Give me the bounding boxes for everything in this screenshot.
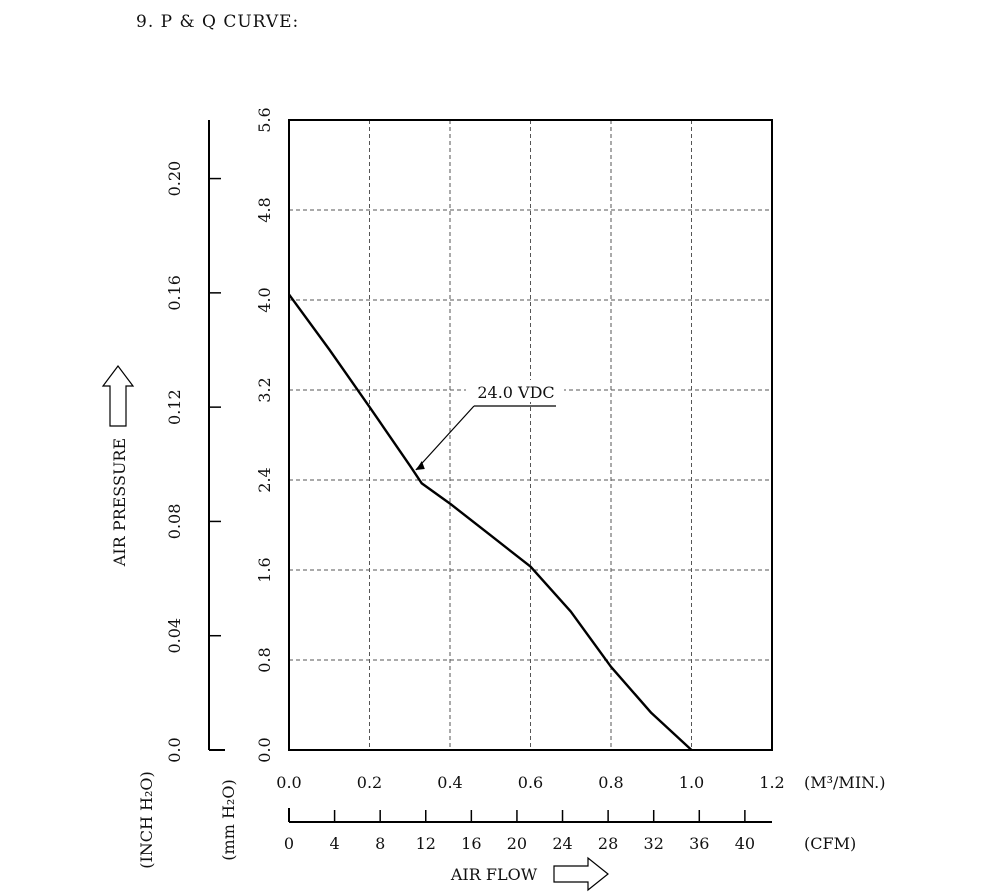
- grid-lines: [289, 120, 772, 750]
- mm-tick-label: 5.6: [255, 107, 274, 132]
- mm-h2o-axis: 0.0 0.8 1.6 2.4 3.2 4.0 4.8 5.6: [255, 107, 274, 762]
- cms-tick-label: 0.2: [357, 773, 382, 792]
- cms-tick-label: 0.8: [598, 773, 623, 792]
- inch-tick-label: 0.12: [165, 389, 184, 425]
- cfm-tick-label: 32: [644, 834, 664, 853]
- inch-tick-label: 0.0: [165, 737, 184, 762]
- mm-unit-label: (mm H₂O): [219, 779, 238, 860]
- series-label-24vdc: 24.0 VDC: [477, 383, 554, 402]
- mm-tick-label: 4.8: [255, 197, 274, 222]
- inch-tick-label: 0.04: [165, 618, 184, 654]
- callout-arrowhead: [415, 461, 425, 470]
- plot-frame: [288, 119, 773, 751]
- series-layer: 24.0 VDC: [288, 293, 693, 751]
- cfm-tick-label: 40: [735, 834, 755, 853]
- y-axis-title: AIR PRESSURE: [110, 438, 129, 567]
- cfm-tick-label: 8: [375, 834, 385, 853]
- cfm-tick-label: 28: [598, 834, 618, 853]
- callout-label-backdrop: [466, 380, 564, 402]
- cfm-tick-label: 0: [284, 834, 294, 853]
- cfm-axis: 0 4 8 12 16 20 24 28 32 36 40: [284, 808, 772, 853]
- cfm-tick-label: 24: [552, 834, 572, 853]
- inch-tick-label: 0.20: [165, 161, 184, 197]
- mm-tick-label: 0.8: [255, 647, 274, 672]
- mm-tick-label: 0.0: [255, 737, 274, 762]
- inch-h2o-axis: 0.0 0.04 0.08 0.12 0.16 0.20: [165, 120, 225, 763]
- axis-labels: (M³/MIN.) (CFM) (INCH H₂O) (mm H₂O) AIR PRES…: [101, 365, 885, 892]
- cms-unit-label: (M³/MIN.): [804, 773, 885, 792]
- cfm-tick-label: 12: [416, 834, 436, 853]
- cms-axis: 0.0 0.2 0.4 0.6 0.8 1.0 1.2: [276, 773, 784, 792]
- cfm-tick-label: 36: [689, 834, 709, 853]
- series-line-24vdc: [288, 293, 693, 751]
- callout-leader: [415, 405, 475, 471]
- cms-tick-label: 1.0: [679, 773, 704, 792]
- page-heading: 9. P & Q CURVE:: [136, 12, 300, 32]
- mm-tick-label: 1.6: [255, 557, 274, 582]
- mm-tick-label: 2.4: [255, 467, 274, 492]
- x-axis-title: AIR FLOW: [450, 865, 538, 884]
- cfm-unit-label: (CFM): [804, 834, 856, 853]
- cms-tick-label: 0.0: [276, 773, 301, 792]
- up-arrow-icon: [101, 365, 135, 427]
- cfm-tick-label: 4: [329, 834, 339, 853]
- mm-tick-label: 4.0: [255, 287, 274, 312]
- cfm-tick-label: 16: [461, 834, 481, 853]
- inch-unit-label: (INCH H₂O): [137, 771, 156, 869]
- inch-tick-label: 0.16: [165, 275, 184, 311]
- inch-tick-label: 0.08: [165, 504, 184, 540]
- cms-tick-label: 1.2: [759, 773, 784, 792]
- cms-tick-label: 0.6: [518, 773, 543, 792]
- right-arrow-icon: [553, 856, 609, 892]
- cfm-tick-label: 20: [507, 834, 527, 853]
- mm-tick-label: 3.2: [255, 377, 274, 402]
- cms-tick-label: 0.4: [437, 773, 462, 792]
